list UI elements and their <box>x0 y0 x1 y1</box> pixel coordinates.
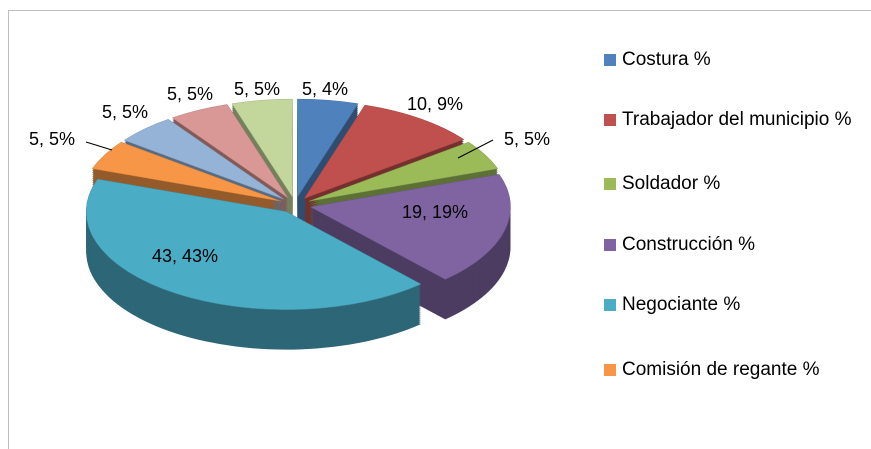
slice-top <box>309 141 499 202</box>
data-label: 5, 4% <box>302 79 348 99</box>
slice-top <box>297 98 359 198</box>
legend-swatch <box>604 239 616 251</box>
chart-border <box>8 10 871 449</box>
slice-top <box>123 118 285 200</box>
data-label: 5, 5% <box>504 129 550 149</box>
legend-label: Negociante % <box>622 294 741 315</box>
legend-swatch <box>604 299 616 311</box>
legend-item: Construcción % <box>604 232 866 258</box>
legend-swatch <box>604 54 616 66</box>
leader-line <box>457 139 494 159</box>
legend-label: Trabajador del municipio % <box>622 109 852 130</box>
legend-item: Comisión de regante % <box>604 357 866 383</box>
slice-top <box>231 98 293 198</box>
legend-swatch <box>604 114 616 126</box>
legend-swatch <box>604 178 616 190</box>
legend-label: Costura % <box>622 49 711 70</box>
data-label: 19, 19% <box>402 202 468 222</box>
slice-top <box>171 104 289 199</box>
leader-line <box>85 141 113 151</box>
slice-top <box>85 178 422 310</box>
legend-item: Costura % <box>604 47 866 73</box>
legend-label: Soldador % <box>622 173 721 194</box>
legend-item: Negociante % <box>604 292 866 318</box>
slice <box>85 178 422 350</box>
data-label: 5, 5% <box>102 102 148 122</box>
legend-label: Comisión de regante % <box>622 359 820 380</box>
slice-top <box>303 104 465 199</box>
data-label: 5, 5% <box>29 129 75 149</box>
legend-label: Construcción % <box>622 234 756 255</box>
slice-top <box>309 174 511 280</box>
legend-item: Trabajador del municipio % <box>604 107 866 133</box>
data-label: 43, 43% <box>152 246 218 266</box>
data-label: 5, 5% <box>234 79 280 99</box>
data-label: 10, 9% <box>407 94 463 114</box>
legend-swatch <box>604 364 616 376</box>
slice <box>309 174 511 320</box>
slice-top <box>91 141 281 202</box>
legend-item: Soldador % <box>604 171 866 197</box>
data-label: 5, 5% <box>167 84 213 104</box>
